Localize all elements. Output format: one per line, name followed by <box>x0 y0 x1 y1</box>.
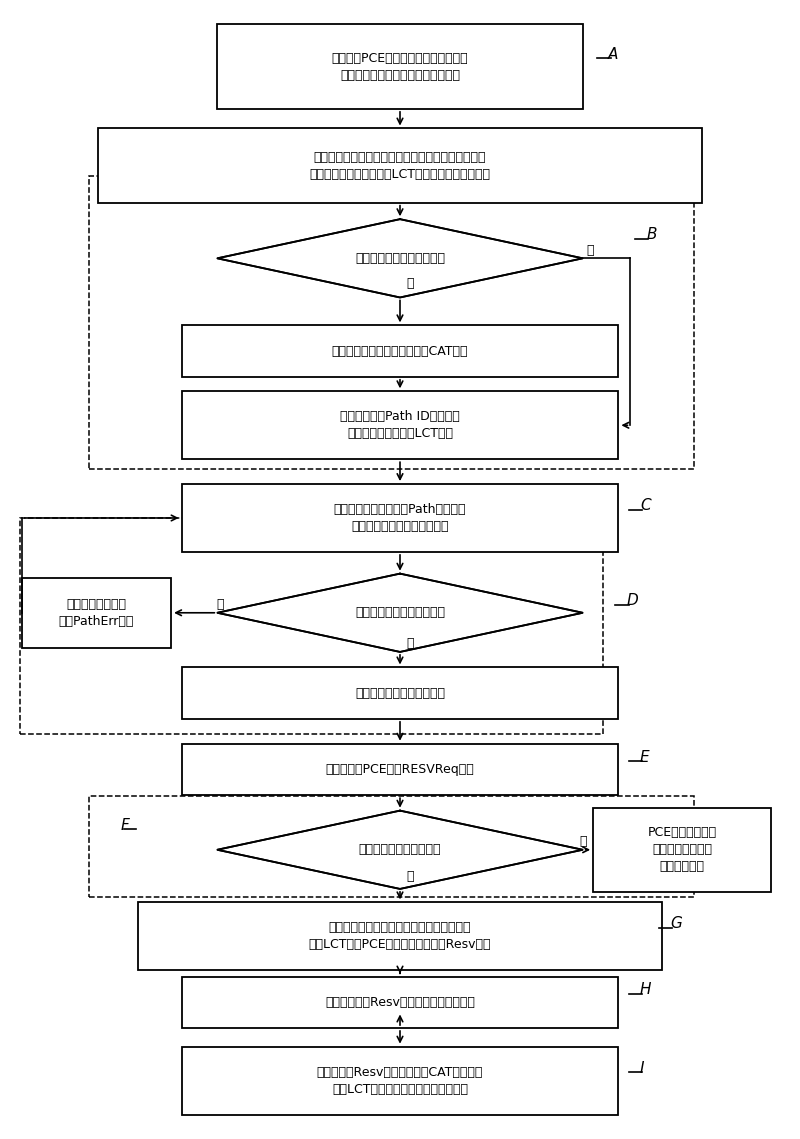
Text: D: D <box>626 593 638 608</box>
Bar <box>182 1047 618 1115</box>
Text: 中间节点收到Resv消息后，进行资源预留: 中间节点收到Resv消息后，进行资源预留 <box>325 995 475 1009</box>
Bar <box>182 484 618 552</box>
Text: A: A <box>608 47 618 62</box>
Text: 光路可用波长集是否为空？: 光路可用波长集是否为空？ <box>355 606 445 620</box>
Bar <box>593 808 771 892</box>
Text: 源节点收到Resv消息后，删除CAT表，并且
删除LCT表中对应新建光路的相关信息: 源节点收到Resv消息后，删除CAT表，并且 删除LCT表中对应新建光路的相关信… <box>317 1066 483 1096</box>
Text: 是: 是 <box>406 870 414 883</box>
Text: 两者是否包含相同的链路？: 两者是否包含相同的链路？ <box>355 252 445 265</box>
Bar <box>182 744 618 795</box>
Text: 当前预留波长是否可用？: 当前预留波长是否可用？ <box>358 843 442 857</box>
Text: 计算得到对应新建光路的显式路由并发送给源节点；
将新建光路的链路信息与LCT表中已有光路依次对比: 计算得到对应新建光路的显式路由并发送给源节点； 将新建光路的链路信息与LCT表中… <box>310 150 490 181</box>
Text: 将当前预留波长作为新建光路的选中波长保
存到LCT中，PCE通知目的节点发送Resv消息: 将当前预留波长作为新建光路的选中波长保 存到LCT中，PCE通知目的节点发送Re… <box>309 921 491 951</box>
Text: PCE通知目的节点
选择一个新的波长
作为预留波长: PCE通知目的节点 选择一个新的波长 作为预留波长 <box>647 826 717 874</box>
Text: 否: 否 <box>406 637 414 650</box>
Text: 目的节点向PCE发送RESVReq消息: 目的节点向PCE发送RESVReq消息 <box>326 763 474 776</box>
Text: 将已有光路的相关信息保存至CAT表中: 将已有光路的相关信息保存至CAT表中 <box>332 345 468 358</box>
Bar <box>182 326 618 377</box>
Text: 目的节点向源节点
发送PathErr消息: 目的节点向源节点 发送PathErr消息 <box>59 598 134 628</box>
Text: E: E <box>640 749 650 764</box>
Polygon shape <box>218 219 582 297</box>
Text: C: C <box>640 498 650 513</box>
Text: F: F <box>120 818 129 833</box>
Text: 将新建光路的Path ID及其所包
含的链路信息保存到LCT表中: 将新建光路的Path ID及其所包 含的链路信息保存到LCT表中 <box>340 410 460 441</box>
Bar <box>182 391 618 459</box>
Bar <box>98 129 702 203</box>
Text: G: G <box>670 917 682 932</box>
Bar <box>89 796 694 898</box>
Text: 源节点向PCE发送路径计算请求，请求
建立从源节点到目的节点的新建光路: 源节点向PCE发送路径计算请求，请求 建立从源节点到目的节点的新建光路 <box>332 51 468 82</box>
Polygon shape <box>218 811 582 888</box>
Text: 否: 否 <box>586 244 594 256</box>
Text: B: B <box>646 227 657 243</box>
Text: 是: 是 <box>406 277 414 289</box>
Text: I: I <box>640 1060 645 1075</box>
Bar <box>182 667 618 719</box>
Text: H: H <box>640 983 651 998</box>
Text: 是: 是 <box>216 598 224 611</box>
Bar <box>89 175 694 468</box>
Bar <box>138 902 662 970</box>
Polygon shape <box>218 574 582 652</box>
Bar <box>22 577 171 648</box>
Text: 源节点向目的节点发送Path消息，得
到新建光路的光路可用波长集: 源节点向目的节点发送Path消息，得 到新建光路的光路可用波长集 <box>334 503 466 533</box>
Bar <box>218 24 582 109</box>
Bar <box>20 518 602 735</box>
Bar <box>182 976 618 1029</box>
Text: 选择一个波长作为预留波长: 选择一个波长作为预留波长 <box>355 687 445 699</box>
Text: 否: 否 <box>579 835 587 849</box>
